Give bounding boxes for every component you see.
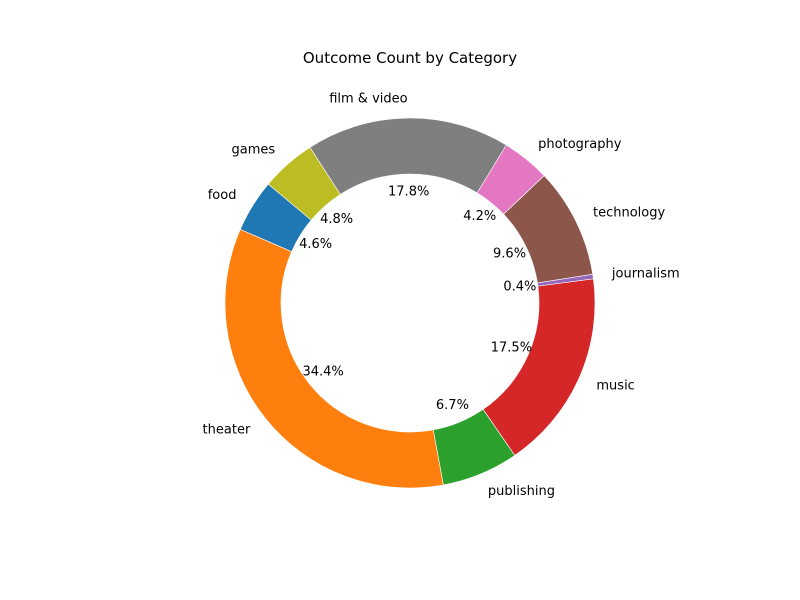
percent-food: 4.6%: [299, 237, 332, 252]
label-photography: photography: [538, 137, 622, 152]
slice-theater: [224, 229, 444, 489]
percent-photography: 4.2%: [463, 209, 496, 224]
labels-group: food 4.6% theater 34.4% publishing 6.7% music 1…: [203, 92, 680, 500]
slice-games: [267, 146, 341, 221]
label-food: food: [208, 188, 237, 203]
percent-publishing: 6.7%: [436, 398, 469, 413]
label-games: games: [232, 142, 276, 157]
label-theater: theater: [203, 422, 251, 437]
percent-journalism: 0.4%: [503, 280, 536, 295]
percent-games: 4.8%: [320, 212, 353, 227]
percent-film-video: 17.8%: [388, 185, 429, 200]
label-music: music: [596, 378, 634, 393]
percent-technology: 9.6%: [493, 246, 526, 261]
label-film-video: film & video: [329, 92, 407, 107]
slice-music: [482, 278, 596, 456]
percent-music: 17.5%: [491, 341, 532, 356]
label-technology: technology: [593, 205, 665, 220]
slice-film-video: [309, 117, 507, 195]
label-publishing: publishing: [488, 484, 555, 499]
chart-title: Outcome Count by Category: [303, 49, 517, 67]
slices-group: [224, 117, 596, 489]
label-journalism: journalism: [611, 266, 680, 281]
percent-theater: 34.4%: [302, 365, 343, 380]
